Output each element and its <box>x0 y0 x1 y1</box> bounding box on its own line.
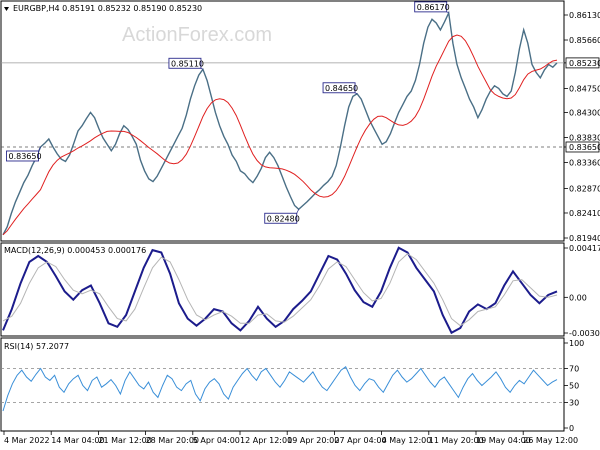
macd-tick-label: 0.004179 <box>569 244 600 253</box>
annotation-leader <box>38 146 41 152</box>
rsi-tick-label: 50 <box>569 382 579 391</box>
price-grid <box>1 62 564 148</box>
rsi-tick-label: 0 <box>569 424 574 433</box>
time-tick-label: 14 Mar 04:00 <box>51 436 104 445</box>
rsi-tick-label: 30 <box>569 399 579 408</box>
time-tick-label: 26 May 12:00 <box>523 436 578 445</box>
macd-tick-label: 0.00 <box>569 293 587 302</box>
time-tick-label: 11 May 20:00 <box>429 436 484 445</box>
price-tick-label: 0.84300 <box>569 108 600 117</box>
watermark: ActionForex.com <box>122 24 272 46</box>
price-tick-label: 0.83830 <box>569 133 600 142</box>
time-tick-label: 19 Apr 20:00 <box>287 436 339 445</box>
rsi-tick-label: 100 <box>569 339 584 348</box>
rsi-line <box>2 366 558 412</box>
time-tick-label: 12 Apr 12:00 <box>240 436 292 445</box>
rsi-series <box>1 366 564 412</box>
price-tick-label: 0.83650 <box>569 143 600 152</box>
rsi-tick-label: 70 <box>569 365 579 374</box>
price-series <box>2 10 558 236</box>
price-tick-label: 0.84750 <box>569 84 600 93</box>
annotation-label: 0.85110 <box>171 59 204 68</box>
price-tick-label: 0.83360 <box>569 158 600 167</box>
rsi-label: RSI(14) 57.2077 <box>4 342 69 351</box>
symbol-info: EURGBP,H4 0.85191 0.85232 0.85190 0.8523… <box>13 4 202 13</box>
macd-label: MACD(12,26,9) 0.000453 0.000176 <box>4 246 146 255</box>
price-tick-label: 0.86130 <box>569 11 600 20</box>
annotation-box <box>322 82 356 94</box>
price-tick-label: 0.85660 <box>569 36 600 45</box>
annotation-box <box>6 150 39 162</box>
macd-axis: 0.004179 0.00 -0.003022 <box>564 244 600 338</box>
annotation-box <box>414 1 448 13</box>
price-tick-label: 0.85230 <box>569 59 600 68</box>
time-tick-label: 21 Mar 12:00 <box>98 436 151 445</box>
macd-tick-label: -0.003022 <box>569 329 600 338</box>
rsi-panel-frame <box>0 337 565 432</box>
price-label-box <box>565 57 600 69</box>
time-tick-label: 28 Mar 20:00 <box>146 436 199 445</box>
price-line <box>2 10 558 236</box>
moving-average-line <box>2 34 558 236</box>
time-tick-label: 5 Apr 04:00 <box>193 436 240 445</box>
annotation-label: 0.84650 <box>325 84 358 93</box>
annotation-box <box>168 57 202 69</box>
macd-series <box>2 246 558 335</box>
price-tick-label: 0.81940 <box>569 234 600 243</box>
time-tick-label: 19 May 04:00 <box>476 436 531 445</box>
price-label-box <box>565 141 600 153</box>
annotation-label: 0.83650 <box>8 152 41 161</box>
price-panel-frame <box>0 0 565 242</box>
macd-line <box>2 246 558 335</box>
annotation-leader <box>296 209 300 214</box>
price-axis: 0.86130 0.85660 0.85230 0.84750 0.84300 0.838… <box>564 11 600 243</box>
price-annotations: 0.85110 0.84650 0.86170 0.83650 0.82480 <box>6 1 450 224</box>
rsi-axis: 100 70 50 30 0 <box>564 339 584 433</box>
time-tick-label: 27 Apr 04:00 <box>334 436 386 445</box>
time-tick-label: 4 Mar 2022 <box>4 436 50 445</box>
price-tick-label: 0.82870 <box>569 185 600 194</box>
macd-signal-line <box>2 253 558 327</box>
price-tick-label: 0.82410 <box>569 209 600 218</box>
annotation-label: 0.82480 <box>267 214 300 223</box>
time-tick-label: 4 May 12:00 <box>382 436 432 445</box>
annotation-label: 0.86170 <box>417 3 450 12</box>
annotation-box <box>264 212 298 224</box>
macd-panel-frame <box>0 242 565 337</box>
dropdown-triangle-icon <box>4 7 9 11</box>
